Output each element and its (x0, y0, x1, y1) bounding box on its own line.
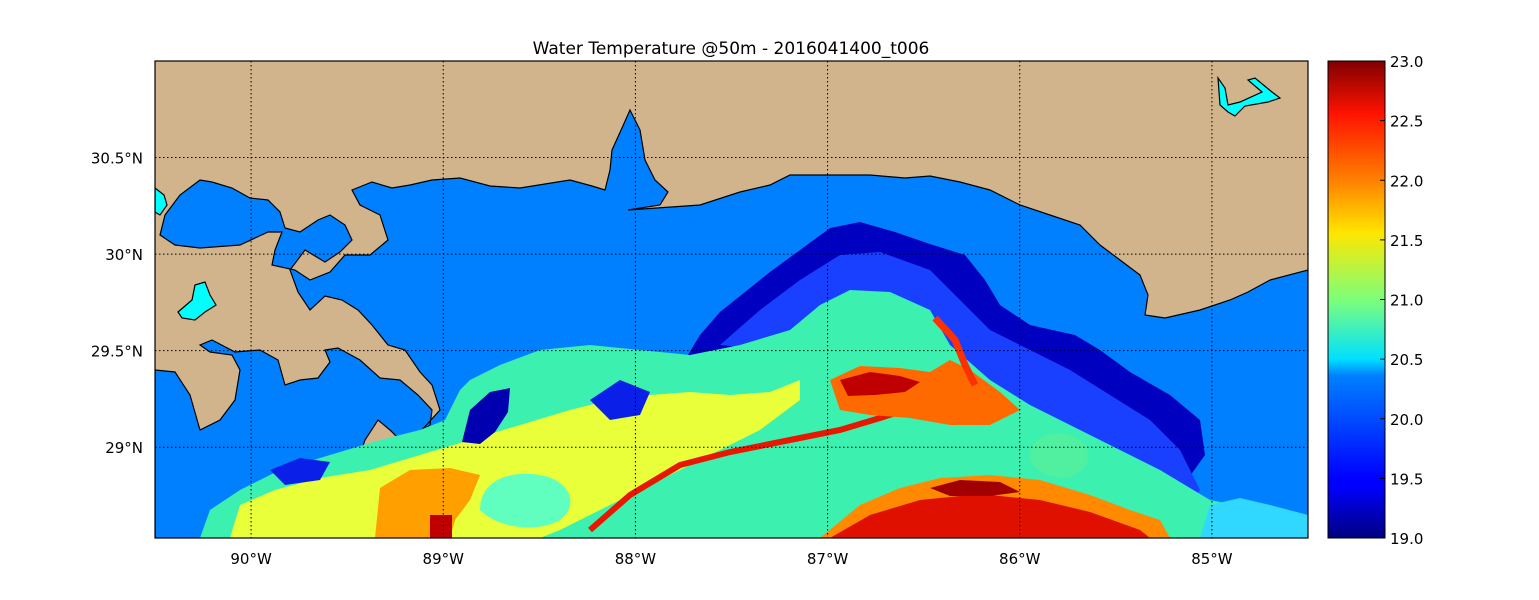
chart-title: Water Temperature @50m - 2016041400_t006 (533, 39, 930, 59)
colorbar-tick-label: 19.5 (1390, 470, 1423, 488)
colorbar: 19.0 19.5 20.0 20.5 21.0 21.5 22.0 22.5 23.0 (1327, 53, 1423, 548)
y-tick-label: 29.5°N (91, 343, 143, 361)
colorbar-tick-label: 20.0 (1390, 411, 1423, 429)
hot-spot-west (430, 515, 452, 538)
colorbar-gradient (1327, 60, 1386, 539)
x-axis-ticks: 90°W 89°W 88°W 87°W 86°W 85°W (230, 550, 1232, 568)
map-plot-area (155, 61, 1308, 538)
lake-west (177, 281, 217, 321)
cyan-eddy-west (480, 473, 571, 528)
x-tick-label: 87°W (807, 550, 849, 568)
colorbar-tick-label: 22.5 (1390, 113, 1423, 131)
lake-northwest (155, 187, 168, 216)
cyan-patch-southeast (1200, 498, 1308, 538)
dark-blue-patch-west (462, 388, 510, 444)
x-tick-label: 85°W (1191, 550, 1233, 568)
map-frame (154, 60, 1309, 539)
colorbar-tick-label: 23.0 (1390, 53, 1423, 71)
y-axis-ticks: 29°N 29.5°N 30°N 30.5°N (91, 150, 143, 458)
colorbar-tick-label: 22.0 (1390, 172, 1423, 190)
yellow-swirl-west (230, 380, 800, 538)
orange-patch-west (375, 468, 480, 538)
y-tick-label: 30°N (105, 246, 143, 264)
map-gridlines (155, 61, 1308, 538)
red-streak-central (932, 315, 979, 387)
colorbar-ticks: 19.0 19.5 20.0 20.5 21.0 21.5 22.0 22.5 23.0 (1380, 53, 1423, 548)
dark-red-strip (930, 480, 1020, 496)
lake-northeast (1217, 75, 1282, 117)
y-tick-label: 29°N (105, 439, 143, 457)
blue-specks (270, 380, 650, 485)
colorbar-tick-label: 20.5 (1390, 351, 1423, 369)
x-tick-label: 86°W (999, 550, 1041, 568)
colorbar-tick-label: 21.0 (1390, 292, 1423, 310)
colorbar-tick-label: 21.5 (1390, 232, 1423, 250)
green-eddy-east (1029, 433, 1089, 478)
hot-band-south (830, 494, 1150, 538)
x-tick-label: 88°W (615, 550, 657, 568)
temperature-field (200, 222, 1308, 538)
y-tick-label: 30.5°N (91, 150, 143, 168)
x-tick-label: 89°W (423, 550, 465, 568)
colorbar-tick-label: 19.0 (1390, 530, 1423, 548)
hot-core-central (840, 372, 920, 396)
x-tick-label: 90°W (230, 550, 272, 568)
